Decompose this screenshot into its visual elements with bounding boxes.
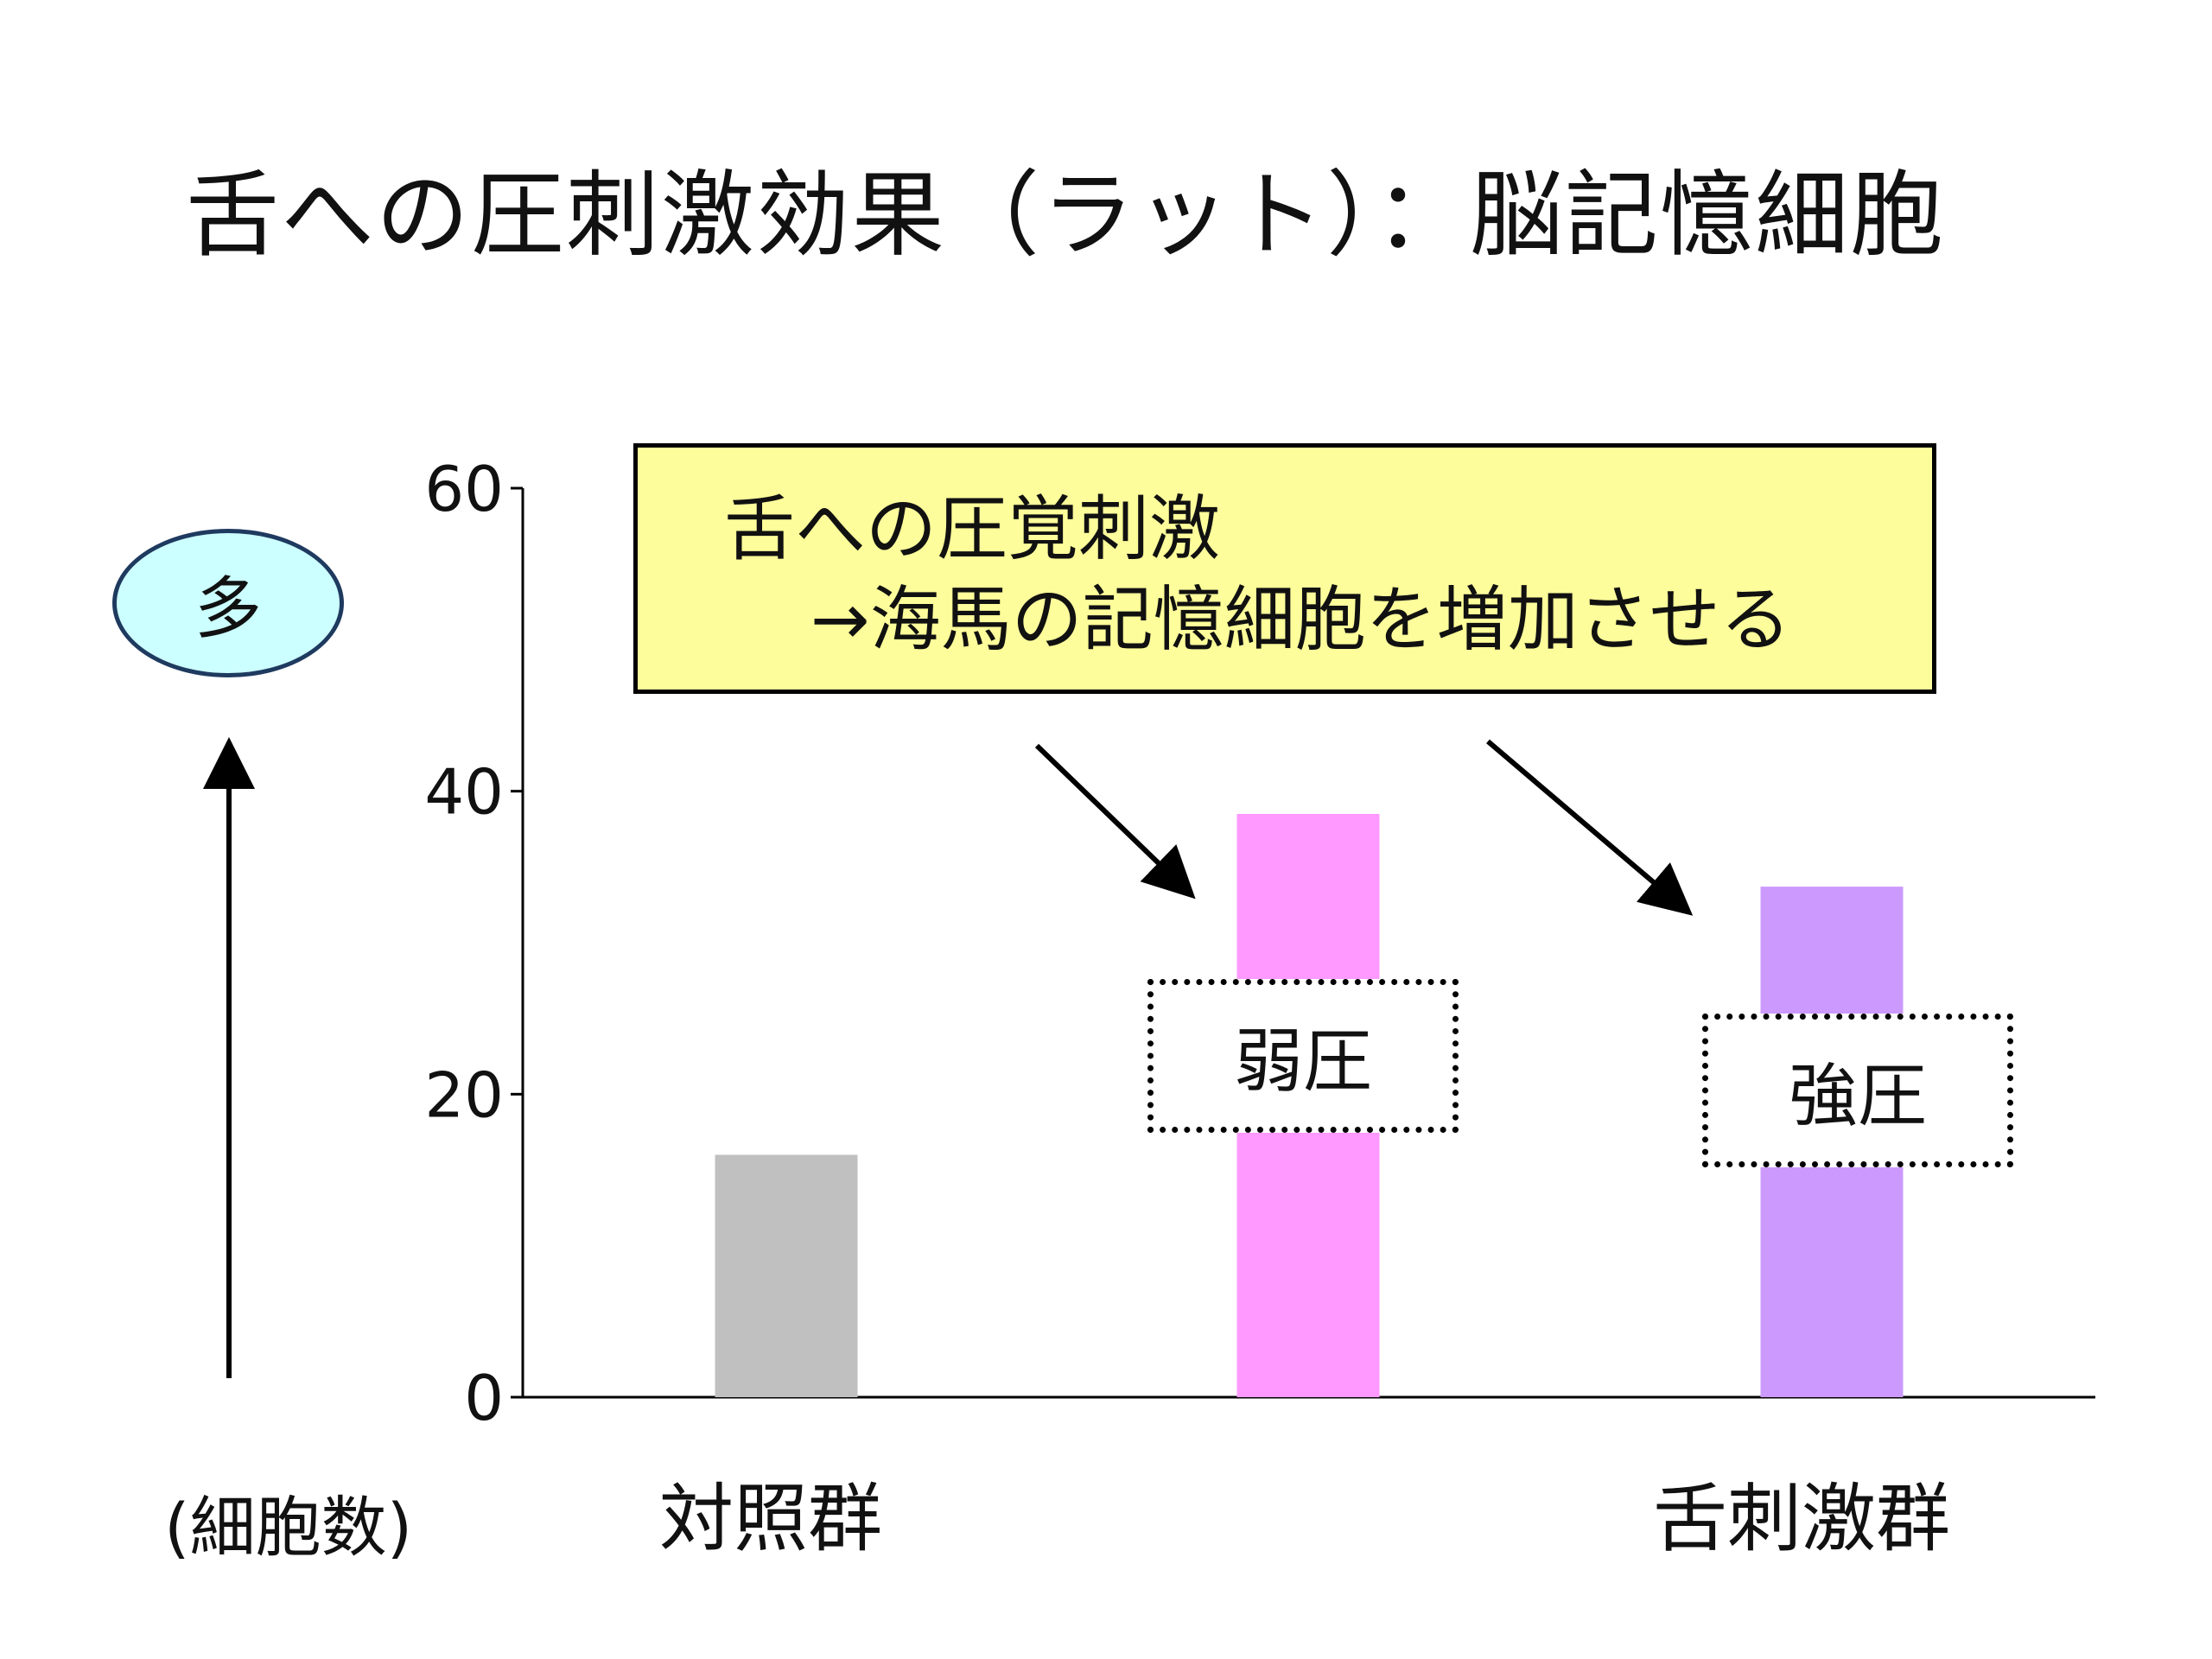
callout-box: 舌への圧覚刺激 →海馬の記憶細胞を増加させる [633,443,1936,694]
strong-pressure-label-box: 強圧 [1702,1014,2013,1167]
more-badge: 多 [112,529,344,677]
callout-line-1: 舌への圧覚刺激 [724,488,1221,570]
annotation-arrows [203,737,1694,1378]
y-tick-label-20: 20 [424,1058,504,1131]
y-unit-label: (細胞数) [164,1489,413,1566]
callout-line-2: →海馬の記憶細胞を増加させる [810,579,1791,661]
arrow-to-strong-bar [1486,739,1694,916]
bar-0 [715,1154,858,1397]
tongue-stimulation-group-label: 舌刺激群 [1653,1476,1950,1562]
more-badge-label: 多 [194,570,262,648]
arrow-to-weak-bar [1034,743,1196,899]
y-tick-label-0: 0 [464,1362,504,1434]
strong-pressure-label: 強圧 [1789,1056,1927,1136]
y-tick-label-60: 60 [424,453,504,525]
slide-title: 舌への圧刺激効果（ラット）：脳記憶細胞 [186,162,1946,270]
chart-ticks: 0 20 40 60 [424,453,523,1434]
y-tick-label-40: 40 [424,756,504,829]
control-group-label: 対照群 [659,1476,882,1562]
weak-pressure-label-box: 弱圧 [1147,979,1459,1133]
weak-pressure-label: 弱圧 [1234,1021,1372,1102]
